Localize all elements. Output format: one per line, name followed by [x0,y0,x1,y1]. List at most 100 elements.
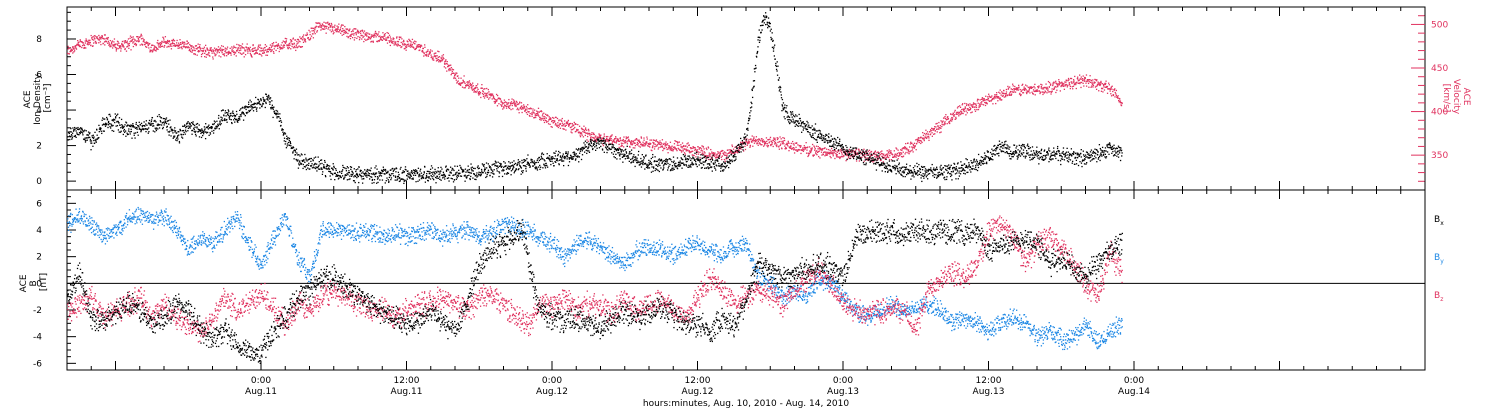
ion-density-point [397,171,400,174]
velocity-point [153,48,155,50]
ion-density-point [319,163,321,165]
velocity-point [413,42,415,45]
ion-density-point [400,166,402,169]
velocity-point [1034,83,1036,86]
velocity-point [1010,88,1012,90]
ion-density-point [118,131,120,133]
ion-density-point [488,165,490,167]
ion-density-point [392,172,394,175]
velocity-point [160,43,163,45]
velocity-point [920,140,922,142]
velocity-point [776,138,779,141]
velocity-point [817,150,819,153]
velocity-point [1030,87,1032,89]
velocity-point [1100,82,1102,84]
ion-density-point [140,129,142,132]
velocity-point [1065,79,1068,82]
ion-density-point [480,174,482,176]
velocity-point [944,115,946,118]
ion-density-point [326,165,328,167]
velocity-point [477,91,480,94]
velocity-point [931,132,933,134]
velocity-point [85,40,87,42]
velocity-point [1027,86,1029,88]
velocity-point [445,67,447,69]
velocity-point [514,105,516,107]
velocity-point [131,40,133,42]
velocity-point [509,107,511,109]
ion-density-point [245,111,248,114]
velocity-point [641,144,643,146]
ion-density-point [224,112,226,114]
velocity-point [584,131,586,134]
ion-density-point [95,140,97,142]
velocity-point [397,43,399,46]
ion-density-point [514,162,517,165]
ion-density-point [349,178,351,180]
velocity-point [855,150,857,152]
ion-density-point [134,137,136,139]
velocity-point [451,68,454,70]
ion-density-point [250,104,252,106]
ion-density-point [506,173,508,175]
ion-density-point [174,135,176,137]
velocity-point [661,143,663,145]
velocity-point [683,148,685,150]
velocity-point [153,45,156,47]
velocity-point [515,104,517,107]
velocity-point [665,141,667,143]
velocity-point [660,142,662,144]
velocity-point [365,33,367,35]
velocity-point [1065,83,1067,86]
velocity-point [866,157,869,159]
velocity-point [817,145,819,148]
velocity-point [155,50,157,52]
velocity-point [460,77,462,79]
velocity-point [797,150,799,152]
ion-density-point [491,169,493,171]
ion-density-point [350,173,352,176]
velocity-point [438,61,440,63]
velocity-point [977,102,979,104]
velocity-point [534,115,536,117]
ion-density-point [123,130,125,132]
velocity-point [919,139,922,142]
velocity-point [1019,94,1022,97]
velocity-point [984,104,987,107]
velocity-point [230,54,232,56]
velocity-point [358,38,361,41]
ion-density-point [156,115,159,118]
velocity-point [738,149,740,151]
velocity-point [969,103,971,105]
ion-density-point [380,175,383,177]
velocity-point [261,55,263,57]
ion-density-point [578,152,581,154]
velocity-point [93,39,95,41]
ion-density-point [112,124,114,127]
velocity-point [149,50,152,52]
velocity-point [259,50,261,52]
ion-density-point [312,159,314,161]
ion-density-point [329,170,332,173]
velocity-point [644,144,647,146]
velocity-point [948,121,950,123]
velocity-point [945,118,948,121]
velocity-point [792,147,794,149]
velocity-point [607,139,609,141]
velocity-point [78,41,80,43]
velocity-point [754,139,756,142]
velocity-point [787,140,789,143]
velocity-point [1070,77,1073,80]
velocity-point [995,102,997,105]
ion-density-point [381,170,384,173]
velocity-point [765,137,768,139]
velocity-point [519,101,521,103]
velocity-point [1004,94,1007,97]
velocity-point [839,157,841,160]
velocity-point [847,157,850,159]
ion-density-point [124,130,127,132]
velocity-point [72,52,74,54]
ion-density-point [126,125,129,127]
velocity-point [791,148,793,150]
ion-density-point [551,158,554,160]
